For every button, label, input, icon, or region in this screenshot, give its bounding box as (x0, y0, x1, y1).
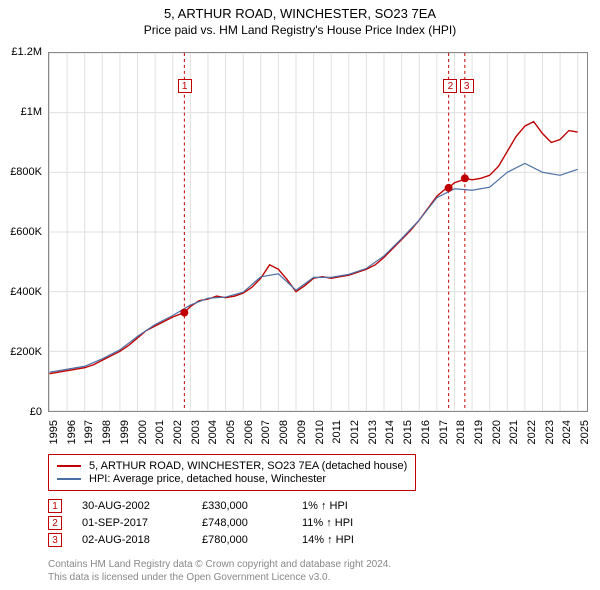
x-tick-label: 2002 (172, 420, 184, 444)
y-tick-label: £600K (10, 226, 42, 238)
legend-label: HPI: Average price, detached house, Winc… (89, 473, 326, 485)
x-tick-label: 2024 (561, 420, 573, 444)
y-tick-label: £800K (10, 166, 42, 178)
x-tick-label: 2016 (420, 420, 432, 444)
x-tick-label: 2013 (367, 420, 379, 444)
x-axis-labels: 1995 1996 1997 1998 1999 2000 2001 2002 2003 2004… (48, 416, 588, 456)
footer-line-2: This data is licensed under the Open Gov… (48, 571, 391, 584)
sale-marker-icon: 1 (48, 499, 62, 513)
x-tick-label: 2007 (260, 420, 272, 444)
sale-diff: 14% ↑ HPI (302, 534, 402, 546)
x-tick-label: 2025 (579, 420, 591, 444)
sale-table: 1 30-AUG-2002 £330,000 1% ↑ HPI 2 01-SEP-2017… (48, 496, 402, 550)
page-subtitle: Price paid vs. HM Land Registry's House … (0, 23, 600, 37)
y-axis-labels: £0£200K£400K£600K£800K£1M£1.2M (2, 52, 44, 412)
sale-marker-chart: 3 (460, 79, 474, 93)
x-tick-label: 2008 (278, 420, 290, 444)
sale-row: 1 30-AUG-2002 £330,000 1% ↑ HPI (48, 499, 402, 513)
x-tick-label: 2017 (438, 420, 450, 444)
x-tick-label: 2006 (243, 420, 255, 444)
sale-row: 2 01-SEP-2017 £748,000 11% ↑ HPI (48, 516, 402, 530)
x-tick-label: 2000 (137, 420, 149, 444)
legend-swatch (57, 478, 81, 480)
sale-marker-icon: 2 (48, 516, 62, 530)
y-tick-label: £0 (30, 406, 42, 418)
chart-svg (49, 53, 587, 411)
sale-date: 02-AUG-2018 (82, 534, 182, 546)
x-tick-label: 1997 (83, 420, 95, 444)
sale-marker-chart: 1 (178, 79, 192, 93)
sale-marker-chart: 2 (443, 79, 457, 93)
x-tick-label: 2023 (544, 420, 556, 444)
x-tick-label: 1998 (101, 420, 113, 444)
x-tick-label: 2005 (225, 420, 237, 444)
x-tick-label: 2010 (314, 420, 326, 444)
sale-diff: 1% ↑ HPI (302, 500, 402, 512)
y-tick-label: £1M (21, 106, 42, 118)
x-tick-label: 2009 (296, 420, 308, 444)
x-tick-label: 2014 (384, 420, 396, 444)
sale-date: 30-AUG-2002 (82, 500, 182, 512)
x-tick-label: 2001 (154, 420, 166, 444)
sale-price: £330,000 (202, 500, 282, 512)
x-tick-label: 2015 (402, 420, 414, 444)
sale-marker-icon: 3 (48, 533, 62, 547)
legend-swatch (57, 465, 81, 467)
x-tick-label: 2011 (331, 420, 343, 444)
x-tick-label: 2004 (207, 420, 219, 444)
page-title: 5, ARTHUR ROAD, WINCHESTER, SO23 7EA (0, 6, 600, 21)
x-tick-label: 2003 (190, 420, 202, 444)
sale-price: £748,000 (202, 517, 282, 529)
x-tick-label: 1995 (48, 420, 60, 444)
x-tick-label: 2022 (526, 420, 538, 444)
x-tick-label: 1999 (119, 420, 131, 444)
sale-price: £780,000 (202, 534, 282, 546)
x-tick-label: 2020 (491, 420, 503, 444)
footer-text: Contains HM Land Registry data © Crown c… (48, 558, 391, 584)
x-tick-label: 2021 (508, 420, 520, 444)
sale-date: 01-SEP-2017 (82, 517, 182, 529)
y-tick-label: £1.2M (11, 46, 42, 58)
y-tick-label: £200K (10, 346, 42, 358)
footer-line-1: Contains HM Land Registry data © Crown c… (48, 558, 391, 571)
y-tick-label: £400K (10, 286, 42, 298)
sale-row: 3 02-AUG-2018 £780,000 14% ↑ HPI (48, 533, 402, 547)
x-tick-label: 2018 (455, 420, 467, 444)
x-tick-label: 2012 (349, 420, 361, 444)
x-tick-label: 2019 (473, 420, 485, 444)
legend-row: 5, ARTHUR ROAD, WINCHESTER, SO23 7EA (de… (57, 460, 407, 472)
sale-diff: 11% ↑ HPI (302, 517, 402, 529)
legend-row: HPI: Average price, detached house, Winc… (57, 473, 407, 485)
x-tick-label: 1996 (66, 420, 78, 444)
legend-box: 5, ARTHUR ROAD, WINCHESTER, SO23 7EA (de… (48, 454, 416, 491)
legend-label: 5, ARTHUR ROAD, WINCHESTER, SO23 7EA (de… (89, 460, 407, 472)
chart-plot-area: 1 23 (48, 52, 588, 412)
